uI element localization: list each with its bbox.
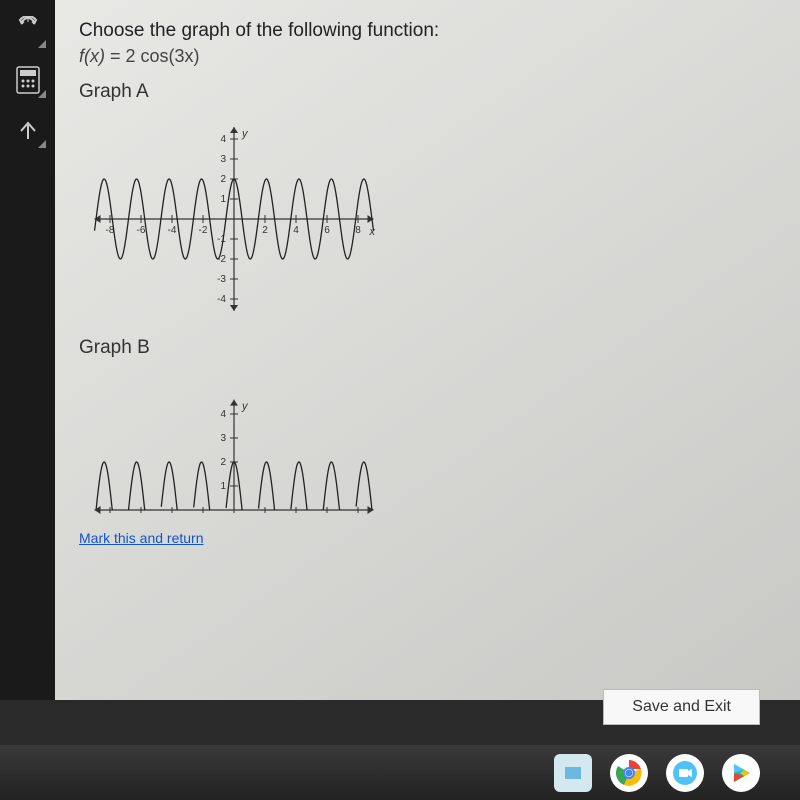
svg-text:-4: -4 <box>168 225 177 236</box>
question-prompt: Choose the graph of the following functi… <box>79 20 776 42</box>
save-exit-button[interactable]: Save and Exit <box>603 689 760 725</box>
svg-text:-2: -2 <box>217 254 226 265</box>
formula: f(x) = 2 cos(3x) <box>79 46 776 67</box>
svg-text:-2: -2 <box>199 225 208 236</box>
content-area: Choose the graph of the following functi… <box>55 0 800 700</box>
svg-text:6: 6 <box>324 225 330 236</box>
mark-return-link[interactable]: Mark this and return <box>79 530 204 546</box>
svg-text:-3: -3 <box>217 274 226 285</box>
graph-b-label: Graph B <box>79 337 776 359</box>
play-icon[interactable] <box>722 754 760 792</box>
svg-text:4: 4 <box>220 134 226 145</box>
svg-text:4: 4 <box>293 225 299 236</box>
graph-a[interactable]: 4321-1-2-3-4-8-6-4-22468yx <box>79 109 389 329</box>
calculator-icon[interactable] <box>8 60 48 100</box>
svg-text:x: x <box>369 226 376 238</box>
svg-text:y: y <box>241 401 249 413</box>
meet-icon[interactable] <box>666 754 704 792</box>
app-icon[interactable] <box>554 754 592 792</box>
collapse-icon[interactable] <box>8 110 48 150</box>
ruler-icon[interactable] <box>8 10 48 50</box>
taskbar <box>0 745 800 800</box>
svg-text:-1: -1 <box>217 234 226 245</box>
svg-text:2: 2 <box>220 457 226 468</box>
sidebar <box>0 0 55 700</box>
graph-a-label: Graph A <box>79 81 776 103</box>
svg-text:1: 1 <box>220 481 226 492</box>
svg-text:-4: -4 <box>217 294 226 305</box>
svg-text:2: 2 <box>220 174 226 185</box>
svg-text:-6: -6 <box>137 225 146 236</box>
formula-rest: = 2 cos(3x) <box>105 46 200 66</box>
svg-text:y: y <box>241 128 249 140</box>
chrome-icon[interactable] <box>610 754 648 792</box>
svg-text:4: 4 <box>220 409 226 420</box>
graph-b[interactable]: 4 3 2 1 y <box>79 365 389 520</box>
svg-text:3: 3 <box>220 154 226 165</box>
svg-text:8: 8 <box>355 225 361 236</box>
svg-text:3: 3 <box>220 433 226 444</box>
formula-fx: f(x) <box>79 46 105 66</box>
svg-text:2: 2 <box>262 225 268 236</box>
svg-text:1: 1 <box>220 194 226 205</box>
